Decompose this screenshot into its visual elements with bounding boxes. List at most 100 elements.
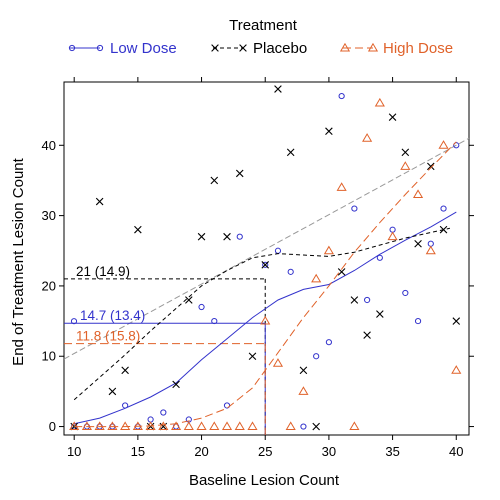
data-point-placebo bbox=[172, 380, 180, 389]
legend-title: Treatment bbox=[229, 17, 298, 34]
data-point-high-dose bbox=[425, 245, 436, 255]
data-point-placebo bbox=[248, 352, 257, 361]
y-tick-label: 30 bbox=[42, 208, 56, 223]
data-point-placebo bbox=[235, 169, 244, 178]
legend-label: Low Dose bbox=[110, 40, 177, 57]
data-point-low-dose bbox=[364, 296, 371, 304]
x-tick-label: 10 bbox=[67, 444, 81, 459]
data-point-high-dose bbox=[107, 421, 118, 431]
data-point-placebo bbox=[376, 310, 384, 318]
data-point-placebo bbox=[312, 422, 320, 431]
data-point-placebo bbox=[337, 268, 346, 276]
x-tick-label: 25 bbox=[258, 444, 272, 459]
data-point-placebo bbox=[286, 148, 295, 157]
annotation-label-high-dose: 11.8 (15.8) bbox=[76, 329, 140, 344]
annotation-label-low-dose: 14.7 (13.4) bbox=[80, 308, 145, 323]
legend-marker bbox=[96, 44, 104, 52]
data-point-high-dose bbox=[94, 421, 105, 431]
data-point-low-dose bbox=[453, 142, 460, 149]
data-point-placebo bbox=[388, 113, 397, 121]
fit-line-low-dose bbox=[74, 211, 457, 425]
data-point-high-dose bbox=[451, 365, 462, 374]
x-tick-label: 35 bbox=[385, 444, 399, 459]
legend-marker bbox=[239, 44, 247, 52]
y-tick-label: 20 bbox=[42, 278, 56, 293]
data-point-placebo bbox=[452, 317, 461, 325]
data-point-high-dose bbox=[374, 97, 385, 107]
data-point-low-dose bbox=[338, 92, 345, 100]
series-high-dose bbox=[69, 97, 462, 431]
data-point-low-dose bbox=[211, 317, 218, 325]
data-point-high-dose bbox=[234, 421, 245, 431]
fit-line-placebo bbox=[73, 227, 451, 401]
legend-marker bbox=[211, 44, 219, 52]
data-point-high-dose bbox=[69, 421, 80, 431]
data-point-low-dose bbox=[223, 402, 231, 409]
data-point-high-dose bbox=[209, 421, 220, 431]
data-point-low-dose bbox=[198, 303, 205, 311]
data-point-low-dose bbox=[325, 339, 333, 346]
data-point-placebo bbox=[299, 366, 308, 375]
x-tick-label: 20 bbox=[194, 444, 208, 459]
data-point-placebo bbox=[427, 162, 435, 171]
legend-label: High Dose bbox=[383, 40, 453, 57]
data-point-high-dose bbox=[183, 421, 194, 431]
data-point-placebo bbox=[70, 422, 78, 431]
y-tick-label: 0 bbox=[49, 419, 56, 434]
data-point-low-dose bbox=[376, 254, 383, 261]
series-placebo bbox=[70, 85, 461, 431]
data-point-high-dose bbox=[272, 358, 284, 367]
data-point-low-dose bbox=[300, 423, 307, 430]
data-point-high-dose bbox=[400, 161, 411, 170]
y-tick-label: 10 bbox=[42, 349, 56, 364]
data-point-placebo bbox=[210, 176, 219, 185]
data-point-high-dose bbox=[285, 421, 296, 431]
fit-line-high-dose bbox=[74, 141, 457, 428]
x-tick-label: 15 bbox=[131, 444, 145, 459]
data-point-placebo bbox=[223, 232, 231, 241]
data-point-placebo bbox=[197, 232, 206, 241]
legend-items: Low Dose Placebo High Dose bbox=[68, 40, 453, 57]
data-point-low-dose bbox=[440, 205, 447, 212]
data-point-high-dose bbox=[387, 231, 398, 241]
data-point-placebo bbox=[185, 296, 193, 304]
data-point-high-dose bbox=[311, 273, 322, 283]
legend-label: Placebo bbox=[253, 40, 307, 57]
data-point-placebo bbox=[261, 261, 270, 269]
legend-marker bbox=[339, 42, 351, 52]
data-point-high-dose bbox=[323, 245, 334, 255]
data-point-low-dose bbox=[262, 261, 269, 268]
data-point-high-dose bbox=[81, 421, 92, 431]
data-point-low-dose bbox=[414, 317, 422, 325]
data-point-placebo bbox=[274, 85, 282, 93]
x-tick-label: 30 bbox=[322, 444, 336, 459]
data-point-low-dose bbox=[313, 353, 320, 360]
legend-item-low-dose: Low Dose bbox=[68, 40, 177, 57]
data-point-placebo bbox=[146, 422, 155, 431]
data-point-high-dose bbox=[336, 182, 347, 191]
data-point-low-dose bbox=[236, 233, 243, 240]
data-point-high-dose bbox=[145, 421, 156, 431]
data-point-high-dose bbox=[221, 421, 233, 431]
legend-item-placebo: Placebo bbox=[211, 40, 307, 57]
data-point-high-dose bbox=[349, 421, 360, 431]
legend: Treatment Low Dose Placebo High Dose bbox=[68, 17, 453, 57]
data-point-high-dose bbox=[260, 315, 271, 325]
data-point-placebo bbox=[350, 296, 359, 304]
y-axis-label: End of Treatment Lesion Count bbox=[10, 157, 27, 365]
data-point-high-dose bbox=[171, 421, 182, 431]
annotation-marker bbox=[70, 318, 78, 325]
data-point-placebo bbox=[401, 148, 410, 157]
data-point-high-dose bbox=[298, 386, 309, 395]
reference-line bbox=[63, 137, 470, 360]
data-point-placebo bbox=[95, 197, 104, 206]
data-point-placebo bbox=[121, 366, 129, 375]
data-point-high-dose bbox=[158, 421, 169, 431]
data-point-high-dose bbox=[120, 421, 131, 431]
data-point-placebo bbox=[439, 225, 448, 234]
x-tick-label: 40 bbox=[449, 444, 463, 459]
plot-area: 10 15 20 25 30 35 40 0 10 20 30 40 21 (14.9) 14.7 (13… bbox=[42, 77, 474, 459]
y-tick-label: 40 bbox=[42, 138, 56, 153]
